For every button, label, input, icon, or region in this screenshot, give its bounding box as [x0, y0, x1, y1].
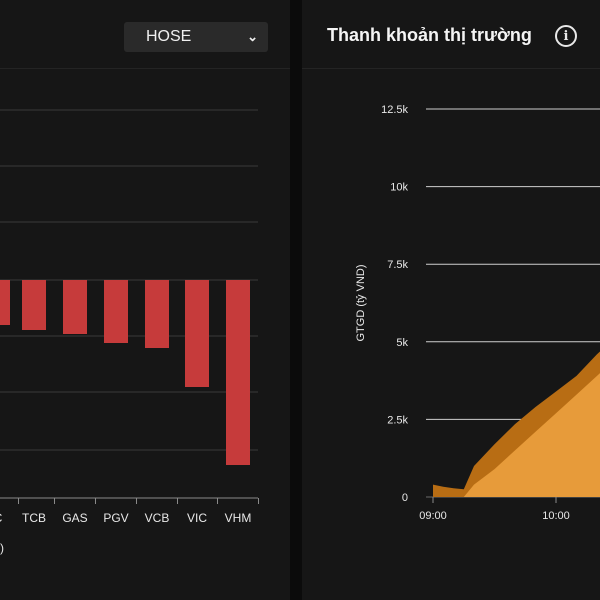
chevron-down-icon: ⌄ — [247, 29, 258, 44]
x-tick-label: 10:00 — [542, 510, 570, 522]
bar-vhm[interactable] — [226, 280, 250, 465]
bar-c[interactable] — [0, 280, 10, 325]
panel-header: Thanh khoản thị trường i — [302, 0, 600, 69]
area-series-2 — [433, 373, 600, 497]
exchange-select-value: HOSE — [146, 28, 192, 45]
exchange-select[interactable]: HOSE ⌄ — [124, 22, 268, 52]
x-tick-label: C — [0, 511, 3, 525]
x-axis-label-fragment: ) — [0, 541, 4, 555]
top-movers-panel: HOSE ⌄ C TCB GAS PGV VCB VIC VHM ) — [0, 0, 290, 600]
y-tick-label: 0 — [402, 492, 408, 504]
x-tick-label: GAS — [62, 511, 87, 525]
x-tick-label: VCB — [145, 511, 170, 525]
y-tick-label: 10k — [390, 182, 408, 194]
x-tick-label: TCB — [22, 511, 46, 525]
y-tick-label: 2.5k — [387, 414, 408, 426]
panel-title: Thanh khoản thị trường — [327, 25, 532, 45]
y-axis-title: GTGD (tỷ VND) — [355, 265, 367, 342]
bar-vcb[interactable] — [145, 280, 169, 348]
liquidity-area-chart: 0 2.5k 5k 7.5k 10k 12.5k 09:00 10:00 GTGD (tỷ … — [355, 104, 600, 522]
market-liquidity-panel: Thanh khoản thị trường i 0 2.5k 5k 7.5k 10k 1… — [302, 0, 600, 600]
bar-chart: C TCB GAS PGV VCB VIC VHM ) — [0, 109, 259, 555]
x-tick-label: VIC — [187, 511, 207, 525]
bar-pgv[interactable] — [104, 280, 128, 343]
x-tick-label: VHM — [225, 511, 252, 525]
x-tick-label: 09:00 — [419, 510, 447, 522]
bar-gas[interactable] — [63, 280, 87, 334]
y-tick-label: 5k — [396, 337, 408, 349]
bar-vic[interactable] — [185, 280, 209, 387]
y-tick-label: 12.5k — [381, 104, 408, 116]
bar-tcb[interactable] — [22, 280, 46, 330]
panel-header: HOSE ⌄ — [0, 0, 290, 69]
x-tick-label: PGV — [103, 511, 128, 525]
y-tick-label: 7.5k — [387, 259, 408, 271]
info-icon[interactable]: i — [555, 25, 577, 47]
